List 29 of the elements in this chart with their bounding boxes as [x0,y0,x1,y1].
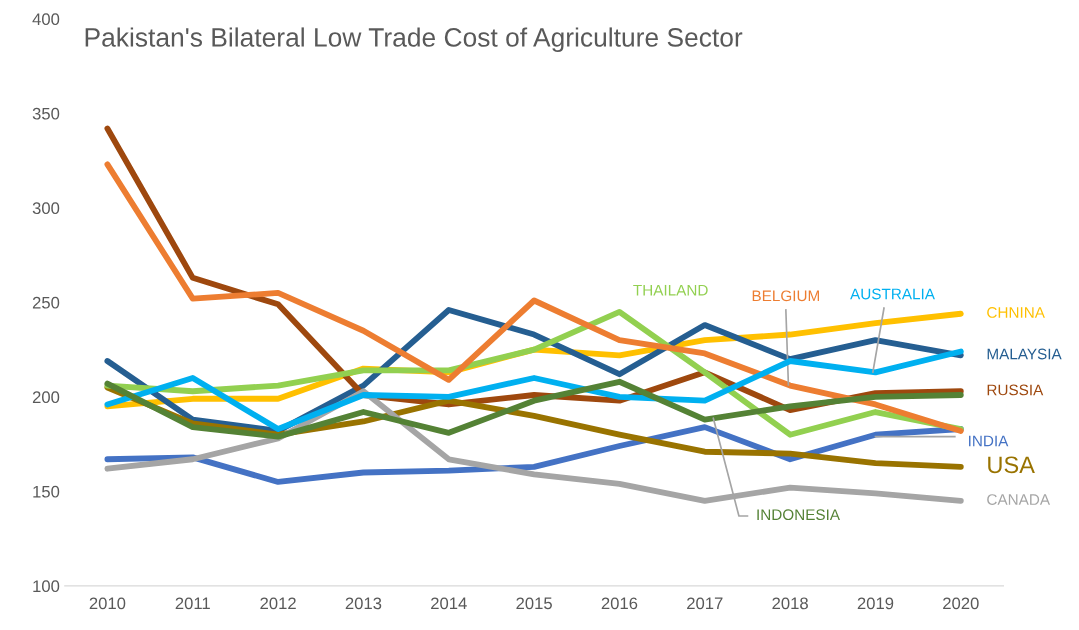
series-label: RUSSIA [987,384,1044,396]
series-label: INDIA [969,435,1009,447]
y-tick-label: 200 [32,391,60,404]
text: AUSTRALIA [850,288,935,300]
x-tick-label: 2014 [431,597,467,610]
x-tick-label: 2016 [601,597,638,610]
text: INDONESIA [757,509,840,521]
x-tick-label: 2020 [943,597,979,610]
series-label: THAILAND [633,284,708,296]
y-tick-label: 400 [32,13,60,26]
x-tick-label: 2013 [345,597,382,610]
y-tick-label: 250 [32,296,60,309]
y-tick-label: 350 [32,107,60,120]
x-tick-label: 2012 [260,597,296,610]
y-tick-label: 300 [32,202,60,215]
x-tick-label: 2015 [516,597,552,610]
x-tick-label: 2018 [772,597,808,610]
y-tick-label: 100 [33,580,60,593]
x-tick-label: 2019 [857,597,894,610]
chart-title: Pakistan's Bilateral Low Trade Cost of Agriculture Sector [85,27,743,52]
y-tick-label: 150 [33,485,60,498]
series-label: MALAYSIA [987,348,1062,360]
x-tick-label: 2010 [89,597,126,610]
x-tick-label: 2011 [175,597,210,610]
series-label: CANADA [987,494,1051,505]
series-label: USA [988,456,1035,474]
x-tick-label: 2017 [687,597,723,610]
text: BELGIUM [752,290,819,302]
series-label: CHNINA [987,307,1045,318]
